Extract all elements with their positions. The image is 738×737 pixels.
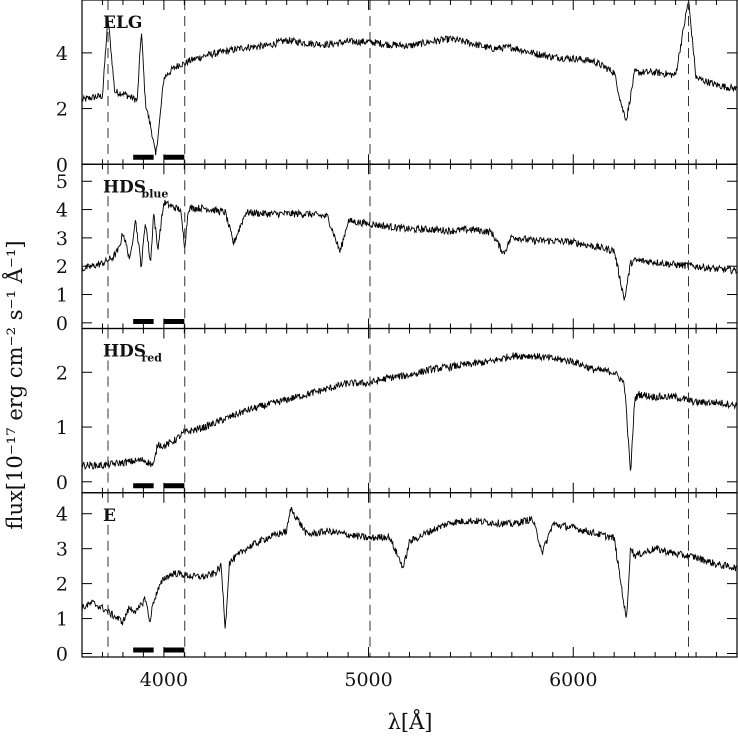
- y-tick-label: 2: [56, 256, 68, 278]
- y-tick-label: 4: [56, 200, 68, 222]
- panel-label: HDS: [103, 177, 146, 197]
- y-tick-label: 3: [56, 539, 68, 561]
- y-tick-label: 4: [56, 504, 68, 526]
- spectrum-line: [81, 199, 737, 301]
- y-tick-label: 3: [56, 228, 68, 250]
- x-tick-label: 6000: [549, 669, 597, 691]
- y-tick-label: 0: [56, 644, 68, 666]
- x-tick-label: 5000: [344, 669, 392, 691]
- y-axis-label: flux[10⁻¹⁷ erg cm⁻² s⁻¹ Å⁻¹]: [2, 240, 27, 529]
- y-tick-label: 2: [56, 362, 68, 384]
- panel-frame: [81, 0, 738, 165]
- y-tick-label: 0: [56, 313, 68, 335]
- y-tick-label: 1: [56, 417, 68, 439]
- panel-frame: [81, 327, 738, 494]
- spectrum-line: [81, 0, 737, 156]
- y-tick-label: 0: [56, 154, 68, 176]
- y-tick-label: 0: [56, 472, 68, 494]
- x-tick-label: 4000: [140, 669, 188, 691]
- y-tick-label: 1: [56, 609, 68, 631]
- y-tick-label: 4: [56, 43, 68, 65]
- spectrum-line: [81, 352, 738, 471]
- y-tick-label: 5: [56, 171, 68, 193]
- spectrum-line: [81, 506, 737, 629]
- y-tick-label: 2: [56, 99, 68, 121]
- x-axis-label: λ[Å]: [388, 709, 433, 734]
- panel-frame: [81, 492, 738, 658]
- y-tick-label: 2: [56, 574, 68, 596]
- y-tick-label: 1: [56, 285, 68, 307]
- panel-label-subscript: red: [142, 352, 163, 365]
- panel-label-subscript: blue: [142, 187, 169, 200]
- panel-label: ELG: [103, 13, 142, 33]
- panel-label: HDS: [103, 342, 146, 362]
- panel-frame: [81, 163, 738, 330]
- panel-label: E: [103, 506, 116, 526]
